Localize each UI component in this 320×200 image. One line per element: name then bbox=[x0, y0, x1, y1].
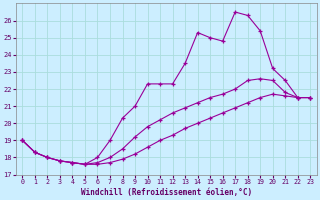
X-axis label: Windchill (Refroidissement éolien,°C): Windchill (Refroidissement éolien,°C) bbox=[81, 188, 252, 197]
